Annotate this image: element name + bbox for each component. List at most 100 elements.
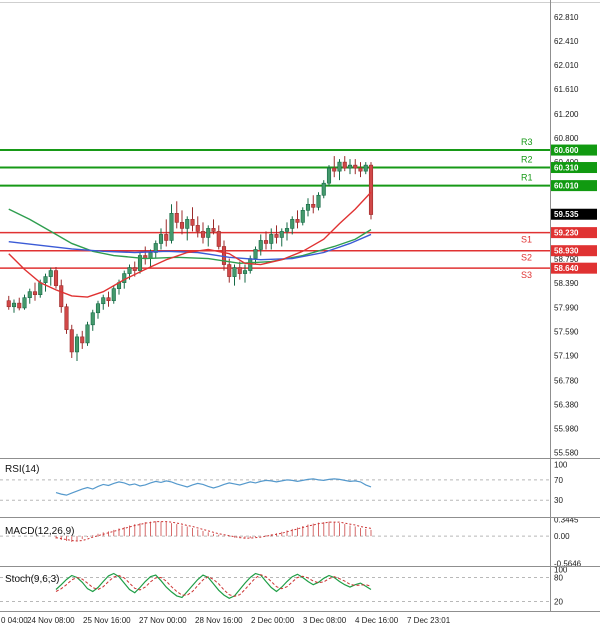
panel-separator [0, 517, 600, 518]
candle-bullish [111, 288, 116, 302]
time-axis[interactable]: 0 04:00 24 Nov 08:00 25 Nov 16:00 27 Nov 00… [0, 612, 600, 632]
x-axis-label: 4 Dec 16:00 [355, 616, 399, 625]
candle-bearish [237, 267, 242, 274]
candle-bullish [38, 282, 43, 295]
candle-bearish [295, 219, 300, 223]
candle-bearish [353, 164, 358, 169]
resistance-label-r3: R3 [521, 137, 533, 147]
rsi-indicator-canvas[interactable]: 100 70 30 [0, 458, 600, 517]
y-axis-tick: 56.780 [554, 376, 579, 385]
candle-bearish [311, 203, 316, 208]
y-axis-tick: 56.380 [554, 400, 579, 409]
y-axis-tick: 57.190 [554, 352, 579, 361]
price-axis-border [550, 0, 551, 611]
candle-bearish [164, 234, 169, 241]
candle-bullish [95, 303, 101, 314]
macd-indicator-canvas[interactable]: 0.3445 0.00 -0.5646 [0, 517, 600, 566]
indicator-axis-tick: 30 [554, 496, 563, 505]
candle-bullish [305, 203, 311, 211]
indicator-axis-tick: 100 [554, 461, 568, 470]
candle-bearish [64, 306, 69, 330]
panel-separator [0, 566, 600, 567]
y-axis-tick: 60.800 [554, 134, 579, 143]
panel-separator [0, 458, 600, 459]
ma-blue-line [8, 233, 372, 261]
ma-red-line [8, 191, 372, 298]
x-axis-label: 2 Dec 00:00 [251, 616, 295, 625]
candle-bullish [258, 240, 263, 250]
candle-bearish [358, 167, 363, 172]
candle-bearish [174, 213, 179, 223]
candle-bullish [27, 291, 32, 298]
chart-top-border [0, 2, 600, 3]
candle-bearish [221, 246, 227, 265]
candle-bearish [216, 231, 221, 247]
y-axis-tick: 55.980 [554, 424, 579, 433]
candle-bearish [190, 219, 195, 226]
y-axis-tick: 57.590 [554, 327, 579, 336]
candle-bearish [53, 270, 59, 286]
candle-bearish [80, 336, 85, 344]
candle-bullish [48, 270, 53, 277]
candle-bullish [269, 234, 274, 244]
candle-bearish [227, 264, 232, 277]
y-axis-tick: 61.200 [554, 110, 579, 119]
price-level-badge [551, 227, 597, 239]
candle-bearish [132, 267, 137, 271]
candle-bearish [69, 329, 74, 353]
candle-bullish [90, 312, 95, 326]
indicator-axis-tick: 0.00 [554, 532, 570, 541]
price-badge-text: 58.930 [554, 247, 579, 256]
y-axis-tick: 62.810 [554, 13, 579, 22]
macd-signal-line [55, 521, 372, 542]
price-badge-text: 58.640 [554, 264, 579, 273]
candle-bearish [195, 225, 200, 232]
price-chart-canvas[interactable]: 62.81062.41062.01061.61061.20060.80060.4… [0, 0, 600, 458]
candle-bearish [200, 231, 206, 238]
panel-separator [0, 611, 600, 612]
candle-bearish [179, 222, 185, 229]
candle-bearish [106, 297, 111, 302]
rsi-line [55, 478, 372, 496]
support-label-s3: S3 [521, 270, 532, 280]
price-badge-text: 59.535 [554, 210, 579, 219]
candle-bullish [347, 164, 353, 169]
y-axis-tick: 57.990 [554, 303, 579, 312]
candle-bullish [11, 302, 17, 308]
y-axis-tick: 58.390 [554, 279, 579, 288]
support-label-s2: S2 [521, 253, 532, 263]
indicator-axis-tick: 0.3445 [554, 517, 579, 525]
candle-bearish [274, 234, 279, 238]
price-level-badge [551, 180, 597, 192]
indicator-axis-tick: 80 [554, 574, 563, 583]
stoch-indicator-label: Stoch(9,6,3) [5, 574, 60, 585]
candle-bullish [242, 270, 248, 274]
candle-bullish [101, 297, 106, 305]
candle-bullish [248, 258, 253, 271]
candle-bullish [279, 231, 284, 238]
candle-bullish [137, 255, 143, 271]
x-axis-label: 28 Nov 16:00 [195, 616, 243, 625]
x-axis-label: 27 Nov 00:00 [139, 616, 187, 625]
indicator-axis-tick: -0.5646 [554, 560, 582, 567]
current-price-badge [551, 208, 597, 220]
candle-bearish [59, 285, 64, 308]
candle-bullish [122, 273, 127, 283]
support-label-s1: S1 [521, 235, 532, 245]
candle-bullish [284, 228, 290, 232]
ma-green-line [8, 208, 372, 265]
y-axis-tick: 58.790 [554, 255, 579, 264]
indicator-axis-tick: 70 [554, 476, 563, 485]
indicator-axis-tick: 100 [554, 566, 568, 575]
candle-bullish [185, 219, 190, 229]
candle-bearish [368, 164, 374, 215]
candle-bullish [300, 210, 305, 223]
y-axis-tick: 62.410 [554, 37, 579, 46]
candle-bearish [17, 302, 22, 309]
indicator-axis-tick: 20 [554, 598, 563, 607]
macd-indicator-label: MACD(12,26,9) [5, 526, 75, 537]
candle-bullish [321, 182, 326, 196]
price-badge-text: 60.010 [554, 182, 579, 191]
